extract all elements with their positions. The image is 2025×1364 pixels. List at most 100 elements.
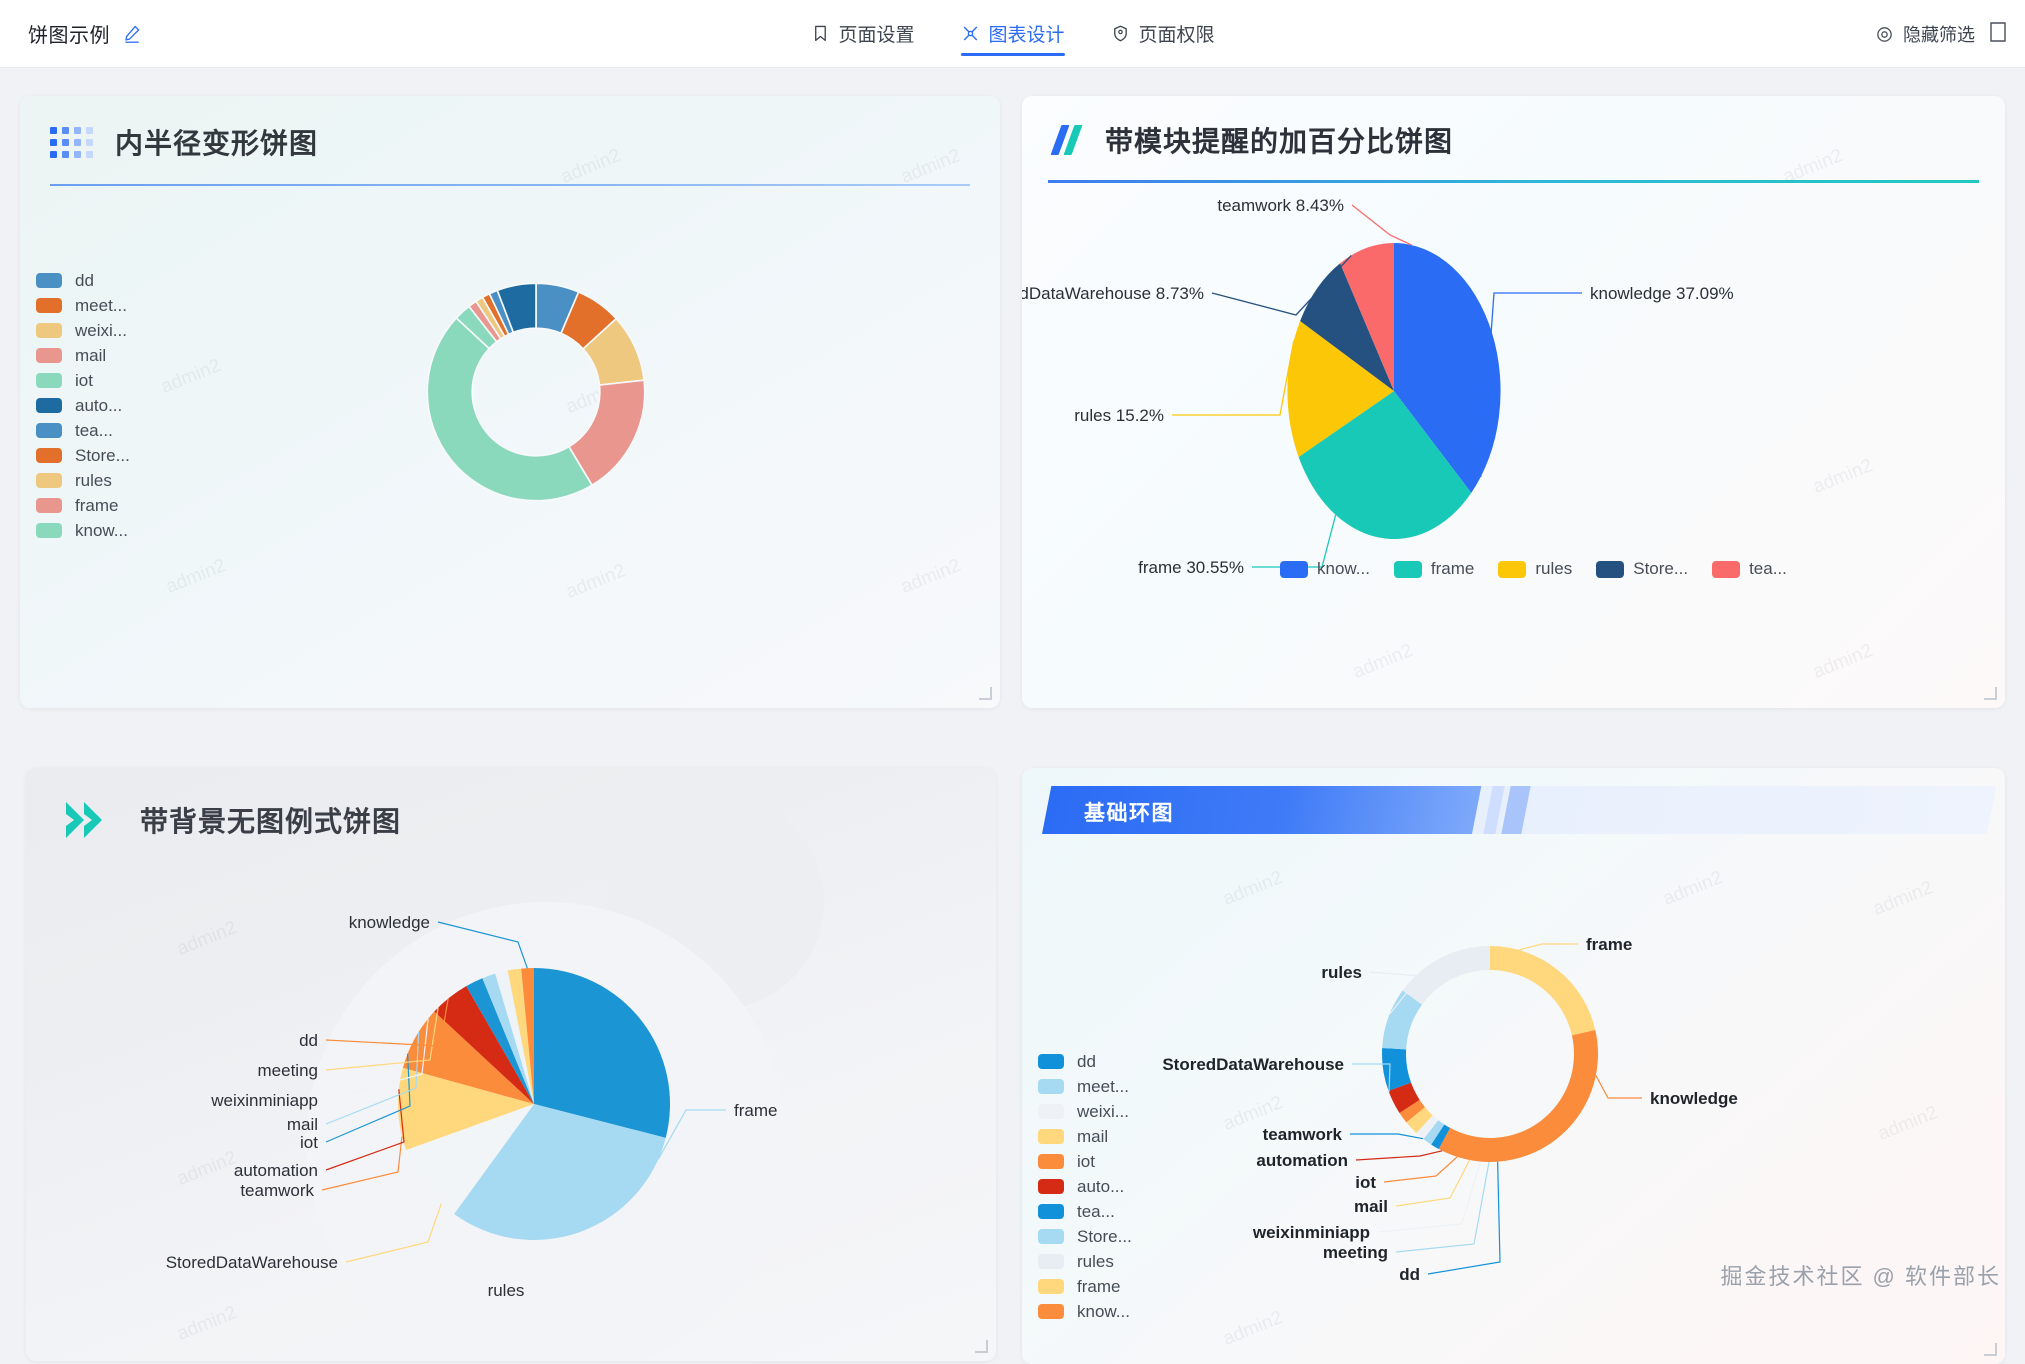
- donut-slice[interactable]: [1406, 1107, 1433, 1133]
- pie-slice[interactable]: [402, 1011, 534, 1104]
- pie-slice[interactable]: [406, 1104, 534, 1215]
- legend-item[interactable]: Store...: [36, 443, 130, 468]
- donut-slice[interactable]: [1388, 1082, 1420, 1113]
- callout-line: [1383, 1156, 1458, 1183]
- panel-percentage-pie[interactable]: admin2 admin2 admin2 admin2 admin2 带模块提醒…: [1022, 96, 2005, 708]
- legend-item[interactable]: weixi...: [1038, 1099, 1132, 1124]
- legend-item[interactable]: iot: [36, 368, 130, 393]
- donut-slice[interactable]: [1423, 1120, 1445, 1145]
- panel-resize-handle[interactable]: [1984, 687, 1997, 700]
- legend-swatch: [36, 373, 62, 388]
- donut-slice[interactable]: [1431, 1124, 1451, 1150]
- hide-filter-button[interactable]: 隐藏筛选: [1875, 0, 1975, 68]
- legend-item[interactable]: know...: [1280, 559, 1370, 579]
- legend-label: weixi...: [1077, 1101, 1129, 1121]
- legend-item[interactable]: rules: [1038, 1249, 1132, 1274]
- donut-slice-label: dd: [1399, 1265, 1420, 1284]
- pie-slice[interactable]: [454, 1104, 666, 1240]
- pie-slice[interactable]: [434, 986, 534, 1104]
- pie-slice[interactable]: [1394, 243, 1501, 493]
- pie-slice[interactable]: [482, 973, 534, 1104]
- donut-slice[interactable]: [1438, 1030, 1598, 1162]
- legend-item[interactable]: auto...: [36, 393, 130, 418]
- legend-item[interactable]: frame: [36, 493, 130, 518]
- callout-line: [325, 1007, 439, 1071]
- double-chevron-icon: [62, 798, 114, 842]
- legend-item[interactable]: tea...: [1712, 559, 1787, 579]
- legend-item[interactable]: mail: [36, 343, 130, 368]
- legend-item[interactable]: iot: [1038, 1149, 1132, 1174]
- legend-item[interactable]: weixi...: [36, 318, 130, 343]
- legend-item[interactable]: dd: [36, 268, 130, 293]
- main-nav: 页面设置 图表设计 页面权限: [810, 0, 1215, 68]
- legend-item[interactable]: dd: [1038, 1049, 1132, 1074]
- callout-line: [1395, 1161, 1490, 1253]
- panel-collapse-icon[interactable]: [1989, 21, 2007, 48]
- legend-item[interactable]: rules: [1498, 559, 1572, 579]
- pie-slice[interactable]: [534, 968, 670, 1138]
- tab-page-permissions-label: 页面权限: [1138, 25, 1215, 46]
- pie-slice[interactable]: [1298, 391, 1472, 539]
- legend-item[interactable]: tea...: [1038, 1199, 1132, 1224]
- panel4-chart-area: dd meet... weixi... mail iot auto... tea... Sto…: [1022, 834, 2005, 1354]
- panel1-divider: [50, 184, 970, 186]
- donut-chart-inner-radius[interactable]: [406, 262, 666, 522]
- pie-chart-with-background[interactable]: knowledge frame rules StoredDataWarehouse te…: [26, 794, 996, 1361]
- pie-slice[interactable]: [1300, 263, 1394, 391]
- panel1-header: 内半径变形饼图: [20, 96, 1000, 162]
- donut-slice[interactable]: [1382, 990, 1423, 1050]
- callout-line: [345, 1203, 442, 1263]
- legend-item[interactable]: Store...: [1038, 1224, 1132, 1249]
- legend-item[interactable]: frame: [1393, 559, 1474, 579]
- pie-slice[interactable]: [507, 968, 534, 1104]
- pie-slice[interactable]: [521, 968, 534, 1104]
- pie-slice-label: frame 30.55%: [1138, 558, 1244, 577]
- pie-slice[interactable]: [1287, 321, 1394, 458]
- pie-slice-label: dd: [299, 1031, 318, 1050]
- panel-inner-radius-donut[interactable]: admin2 admin2 admin2 admin2 admin2 admin…: [20, 96, 1000, 708]
- pie-slice[interactable]: [495, 970, 534, 1104]
- legend-swatch: [1038, 1154, 1064, 1169]
- legend-item[interactable]: tea...: [36, 418, 130, 443]
- pie-slice[interactable]: [398, 1067, 534, 1151]
- donut-slice[interactable]: [1402, 946, 1490, 1005]
- pie-chart-with-percentages[interactable]: knowledge 37.09% frame 30.55% rules 15.2% S…: [1022, 183, 2005, 603]
- callout-line: [1377, 1161, 1481, 1233]
- pie-slice[interactable]: [426, 316, 594, 502]
- panel-basic-donut[interactable]: admin2 admin2 admin2 admin2 admin2 admin…: [1022, 768, 2005, 1364]
- callout-line: [505, 1239, 523, 1290]
- donut-slice-label: iot: [1355, 1173, 1376, 1192]
- panel2-title: 带模块提醒的加百分比饼图: [1105, 126, 1454, 157]
- panel-resize-handle[interactable]: [975, 1340, 988, 1353]
- tab-page-permissions[interactable]: 页面权限: [1111, 0, 1215, 68]
- panel-resize-handle[interactable]: [1984, 1343, 1997, 1356]
- pie-slice[interactable]: [466, 978, 534, 1104]
- panel-resize-handle[interactable]: [979, 687, 992, 700]
- legend-item[interactable]: meet...: [1038, 1074, 1132, 1099]
- legend-swatch: [36, 298, 62, 313]
- pie-slice[interactable]: [1340, 243, 1394, 391]
- pie-slice[interactable]: [496, 282, 537, 334]
- legend-item[interactable]: meet...: [36, 293, 130, 318]
- legend-item[interactable]: frame: [1038, 1274, 1132, 1299]
- legend-item[interactable]: auto...: [1038, 1174, 1132, 1199]
- donut-slice[interactable]: [1490, 946, 1596, 1036]
- legend-label: dd: [75, 270, 94, 290]
- legend-item[interactable]: mail: [1038, 1124, 1132, 1149]
- panel-background-pie[interactable]: admin2 admin2 admin2 admin2 admin2 admin…: [26, 768, 996, 1361]
- donut-slice[interactable]: [1416, 1115, 1439, 1140]
- callout-line: [1427, 1161, 1501, 1275]
- legend-label: Store...: [1633, 559, 1689, 578]
- callout-line: [1211, 254, 1352, 316]
- pencil-icon[interactable]: [122, 24, 142, 44]
- legend-item[interactable]: Store...: [1596, 559, 1688, 579]
- donut-slice[interactable]: [1399, 1099, 1425, 1123]
- tab-page-settings[interactable]: 页面设置: [810, 0, 914, 68]
- dashboard-board: admin2 admin2 admin2 admin2 admin2 admin…: [0, 68, 2025, 1364]
- tab-chart-design[interactable]: 图表设计: [960, 0, 1065, 68]
- legend-label: meet...: [1077, 1076, 1129, 1096]
- legend-item[interactable]: know...: [36, 518, 130, 543]
- legend-swatch: [36, 448, 62, 463]
- legend-item[interactable]: rules: [36, 468, 130, 493]
